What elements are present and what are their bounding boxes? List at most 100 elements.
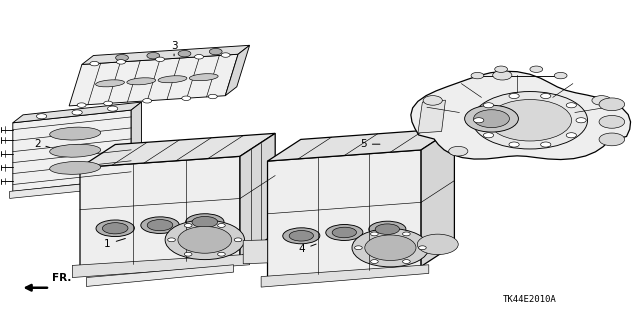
Circle shape [566, 133, 577, 138]
Polygon shape [80, 156, 240, 268]
Circle shape [465, 105, 518, 132]
Circle shape [592, 96, 611, 105]
Circle shape [182, 96, 191, 100]
Circle shape [423, 96, 442, 105]
Ellipse shape [192, 216, 218, 228]
Circle shape [474, 110, 509, 128]
Circle shape [483, 103, 493, 108]
Circle shape [90, 61, 99, 66]
Ellipse shape [50, 161, 100, 174]
Circle shape [403, 260, 410, 263]
Text: 2: 2 [34, 138, 50, 149]
Circle shape [147, 53, 159, 59]
Circle shape [599, 115, 625, 128]
Circle shape [355, 246, 362, 250]
Circle shape [371, 260, 378, 263]
Polygon shape [86, 265, 234, 286]
Ellipse shape [332, 227, 356, 238]
Text: 1: 1 [104, 239, 125, 249]
Circle shape [599, 98, 625, 111]
Polygon shape [411, 71, 630, 160]
Circle shape [474, 118, 484, 123]
Circle shape [184, 224, 192, 227]
Circle shape [509, 93, 519, 99]
Polygon shape [421, 128, 454, 266]
Circle shape [472, 92, 588, 149]
Ellipse shape [375, 224, 399, 234]
Circle shape [541, 93, 551, 99]
Ellipse shape [186, 214, 224, 230]
Ellipse shape [289, 231, 314, 241]
Polygon shape [268, 128, 454, 161]
Circle shape [178, 226, 232, 253]
Circle shape [471, 72, 484, 79]
Polygon shape [240, 133, 275, 257]
Circle shape [156, 57, 164, 62]
Circle shape [449, 146, 468, 156]
Circle shape [104, 101, 113, 106]
Circle shape [419, 246, 426, 250]
Circle shape [36, 114, 47, 119]
Circle shape [566, 103, 577, 108]
Ellipse shape [95, 80, 124, 87]
Ellipse shape [127, 78, 156, 85]
Ellipse shape [158, 76, 187, 83]
Ellipse shape [50, 144, 100, 157]
Circle shape [116, 55, 129, 61]
Circle shape [209, 48, 222, 55]
Circle shape [371, 232, 378, 236]
Ellipse shape [102, 223, 128, 234]
Circle shape [195, 55, 204, 59]
Polygon shape [10, 179, 134, 198]
Polygon shape [72, 254, 250, 278]
Text: TK44E2010A: TK44E2010A [503, 295, 557, 304]
Text: 5: 5 [360, 139, 380, 149]
Polygon shape [69, 54, 238, 106]
Ellipse shape [283, 228, 320, 244]
Text: FR.: FR. [52, 273, 72, 283]
Polygon shape [268, 150, 421, 278]
Circle shape [165, 220, 244, 260]
Circle shape [72, 110, 83, 115]
Polygon shape [243, 240, 268, 264]
Circle shape [108, 106, 118, 111]
Polygon shape [261, 265, 429, 287]
Circle shape [495, 66, 508, 72]
Ellipse shape [50, 127, 100, 140]
Circle shape [483, 133, 493, 138]
Circle shape [554, 72, 567, 79]
Circle shape [576, 118, 586, 123]
Circle shape [403, 232, 410, 236]
Circle shape [599, 133, 625, 146]
Circle shape [178, 50, 191, 57]
Circle shape [168, 238, 175, 242]
Polygon shape [80, 133, 275, 167]
Circle shape [530, 66, 543, 72]
Circle shape [221, 53, 230, 57]
Circle shape [116, 60, 125, 64]
Polygon shape [82, 45, 250, 64]
Circle shape [77, 103, 86, 107]
Circle shape [208, 94, 217, 99]
Circle shape [541, 142, 551, 147]
Circle shape [218, 252, 225, 256]
Text: 4: 4 [299, 244, 316, 255]
Polygon shape [225, 45, 250, 96]
Ellipse shape [369, 221, 406, 237]
Circle shape [184, 252, 192, 256]
Polygon shape [131, 102, 141, 179]
Polygon shape [13, 102, 141, 123]
Circle shape [493, 70, 512, 80]
Ellipse shape [189, 74, 218, 81]
Text: 3: 3 [171, 41, 177, 56]
Circle shape [488, 100, 572, 141]
Circle shape [352, 229, 429, 267]
Circle shape [365, 235, 416, 261]
Circle shape [509, 142, 519, 147]
Polygon shape [418, 100, 445, 133]
Polygon shape [13, 110, 131, 191]
Ellipse shape [147, 219, 173, 231]
Circle shape [234, 238, 242, 242]
Circle shape [218, 224, 225, 227]
Circle shape [143, 99, 152, 103]
